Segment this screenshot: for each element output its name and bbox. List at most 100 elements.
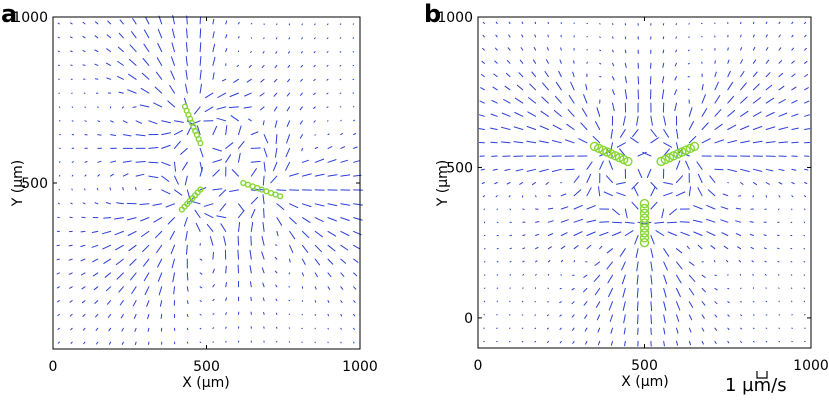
- velocity-arrow: [301, 217, 311, 223]
- velocity-arrow: [701, 301, 706, 306]
- velocity-arrow: [596, 107, 601, 117]
- velocity-arrow: [594, 261, 601, 266]
- x-tick-label: 500: [193, 359, 220, 375]
- velocity-arrow: [132, 106, 137, 108]
- velocity-arrow: [300, 92, 303, 96]
- filament-bead: [639, 203, 650, 214]
- velocity-arrow: [612, 221, 622, 224]
- velocity-arrow: [701, 138, 711, 144]
- velocity-arrow: [701, 274, 706, 278]
- velocity-arrow: [199, 28, 202, 39]
- velocity-arrow: [190, 200, 201, 205]
- velocity-arrow: [674, 89, 677, 96]
- panel-a-y-axis-label: Y (µm): [10, 160, 26, 207]
- velocity-arrow: [688, 274, 696, 282]
- velocity-arrow: [663, 274, 668, 285]
- velocity-arrow: [126, 217, 137, 221]
- velocity-arrow: [654, 221, 665, 224]
- velocity-arrow: [57, 327, 60, 330]
- velocity-arrow: [238, 203, 245, 212]
- velocity-arrow: [482, 21, 485, 25]
- velocity-arrow: [186, 189, 191, 200]
- velocity-arrow: [143, 29, 150, 39]
- velocity-arrow: [646, 168, 652, 178]
- filament-bead: [619, 154, 629, 165]
- velocity-arrow: [161, 161, 171, 166]
- velocity-arrow: [82, 327, 86, 331]
- velocity-arrow: [128, 73, 137, 80]
- velocity-arrow: [494, 60, 498, 64]
- velocity-arrow: [156, 244, 163, 254]
- velocity-arrow: [57, 300, 60, 303]
- velocity-arrow: [714, 301, 718, 305]
- velocity-arrow: [191, 120, 201, 125]
- velocity-arrow: [692, 219, 703, 223]
- velocity-arrow: [778, 195, 781, 198]
- velocity-arrow: [81, 300, 86, 304]
- velocity-arrow: [225, 20, 228, 25]
- velocity-arrow: [70, 341, 73, 344]
- velocity-arrow: [161, 189, 171, 195]
- velocity-arrow: [199, 166, 204, 177]
- velocity-arrow: [567, 109, 575, 117]
- filament-bead: [639, 223, 650, 233]
- velocity-arrow: [479, 100, 485, 104]
- velocity-arrow: [752, 140, 763, 144]
- velocity-arrow: [353, 133, 357, 136]
- velocity-arrow: [804, 182, 808, 184]
- velocity-arrow: [94, 300, 99, 304]
- velocity-arrow: [701, 340, 704, 345]
- velocity-arrow: [339, 64, 342, 67]
- velocity-arrow: [58, 161, 61, 163]
- velocity-arrow: [534, 340, 537, 343]
- velocity-arrow: [299, 134, 303, 139]
- velocity-arrow: [595, 121, 601, 130]
- velocity-arrow: [118, 32, 124, 39]
- velocity-arrow: [248, 118, 252, 122]
- velocity-arrow: [710, 245, 716, 250]
- velocity-arrow: [519, 59, 524, 64]
- velocity-arrow: [273, 161, 278, 172]
- velocity-arrow: [516, 84, 524, 91]
- velocity-arrow: [105, 286, 112, 292]
- velocity-arrow: [238, 210, 245, 219]
- velocity-arrow: [143, 258, 150, 267]
- velocity-arrow: [529, 83, 537, 91]
- velocity-arrow: [706, 204, 716, 210]
- velocity-arrow: [141, 72, 150, 80]
- velocity-arrow: [108, 327, 112, 332]
- velocity-arrow: [791, 141, 799, 144]
- velocity-arrow: [314, 286, 317, 290]
- velocity-arrow: [209, 236, 214, 246]
- velocity-arrow: [791, 182, 795, 185]
- velocity-arrow: [522, 247, 526, 250]
- velocity-arrow: [623, 327, 626, 335]
- velocity-arrow: [70, 22, 73, 25]
- velocity-arrow: [545, 182, 549, 185]
- velocity-arrow: [133, 313, 137, 319]
- velocity-arrow: [81, 286, 86, 290]
- velocity-arrow: [250, 51, 252, 53]
- panel-b-letter: b: [424, 0, 441, 28]
- velocity-arrow: [146, 300, 150, 307]
- velocity-arrow: [353, 286, 357, 290]
- velocity-arrow: [97, 134, 102, 136]
- velocity-arrow: [212, 327, 215, 329]
- velocity-arrow: [91, 230, 99, 233]
- velocity-arrow: [482, 34, 485, 38]
- velocity-arrow: [80, 230, 86, 233]
- velocity-arrow: [110, 160, 117, 163]
- velocity-arrow: [96, 187, 99, 191]
- velocity-arrow: [552, 168, 562, 172]
- velocity-arrow: [340, 258, 347, 264]
- velocity-arrow: [107, 20, 112, 25]
- velocity-arrow: [275, 37, 278, 40]
- velocity-arrow: [212, 251, 214, 260]
- velocity-arrow: [637, 314, 639, 325]
- velocity-arrow: [478, 128, 485, 130]
- velocity-arrow: [765, 47, 769, 51]
- velocity-arrow: [547, 246, 552, 250]
- velocity-arrow: [504, 85, 511, 91]
- velocity-arrow: [606, 248, 613, 254]
- velocity-arrow: [583, 287, 588, 293]
